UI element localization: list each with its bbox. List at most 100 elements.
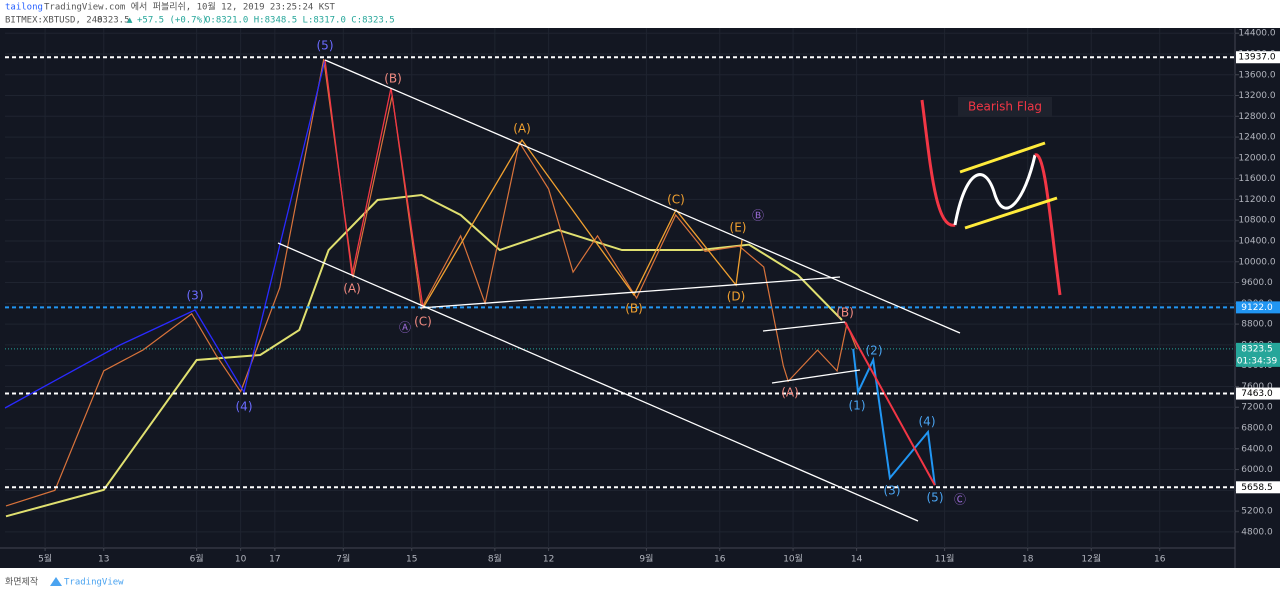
up-arrow: ▲ [127, 16, 133, 26]
x-tick-label: 13 [98, 555, 109, 565]
level-label: 5658.5 [1241, 483, 1273, 493]
y-tick-label: 13200.0 [1238, 91, 1275, 101]
impulse-wave [4, 59, 326, 409]
level-tag [1236, 301, 1280, 314]
annotation: (4) [919, 415, 936, 429]
y-tick-label: 6800.0 [1241, 424, 1273, 434]
annotation: (5) [317, 39, 334, 53]
x-tick-label: 12 [543, 555, 554, 565]
x-tick-label: 17 [269, 555, 280, 565]
flag-icon-upper [959, 141, 1046, 174]
triangle-wave [422, 138, 743, 309]
ohlc: O:8321.0 H:8348.5 L:8317.0 C:8323.5 [205, 16, 395, 26]
x-tick-label: 11월 [935, 553, 955, 565]
level-label: 7463.0 [1241, 389, 1273, 399]
y-tick-label: 6400.0 [1241, 444, 1273, 454]
x-tick-label: 8월 [488, 553, 502, 565]
flag-icon-drop [1034, 153, 1062, 296]
annotation: (C) [414, 315, 432, 329]
x-tick-label: 6월 [190, 553, 204, 565]
annotation: (1) [849, 399, 866, 413]
annotation: (3) [884, 484, 901, 498]
y-tick-label: 11600.0 [1238, 174, 1275, 184]
y-tick-label: 10800.0 [1238, 216, 1275, 226]
price-label: 8323.5 [1241, 344, 1273, 354]
level-label: 13937.0 [1238, 53, 1275, 63]
x-tick-label: 18 [1022, 555, 1034, 565]
y-tick-label: 12800.0 [1238, 112, 1275, 122]
y-tick-label: 12000.0 [1238, 153, 1275, 163]
annotation: (A) [513, 122, 531, 136]
series-line [852, 348, 936, 486]
annotation: Ⓒ [954, 493, 966, 507]
triangle-lower [419, 276, 841, 309]
y-tick-label: 5200.0 [1241, 507, 1273, 517]
title: TradingView.com 에서 퍼블리쉬, 10월 12, 2019 23… [44, 1, 336, 13]
y-tick-label: 7600.0 [1241, 382, 1273, 392]
y-tick-label: 11200.0 [1238, 195, 1275, 205]
flag-upper [762, 321, 846, 332]
x-tick-label: 5월 [38, 553, 52, 565]
x-tick-label: 15 [406, 555, 417, 565]
y-tick-label: 13600.0 [1238, 70, 1275, 80]
annotation: Ⓐ [399, 321, 411, 335]
flag-lower [771, 369, 861, 384]
flag-icon-pole [920, 99, 956, 227]
x-tick-label: 9월 [639, 553, 653, 565]
y-tick-label: 9600.0 [1241, 278, 1273, 288]
abc-wave [324, 59, 424, 309]
flag-icon-wave [953, 154, 1037, 226]
annotation: (B) [836, 306, 854, 320]
x-tick-label: 10월 [783, 553, 803, 565]
price-tag [1236, 342, 1280, 367]
y-tick-label: 4800.0 [1241, 527, 1273, 537]
channel-upper [324, 59, 961, 334]
annotation: (C) [667, 193, 685, 207]
level-tag [1236, 387, 1280, 400]
x-tick-label: 7월 [336, 553, 350, 565]
series-line [5, 193, 843, 518]
annotation: Bearish Flag [968, 100, 1042, 114]
annotation: (D) [727, 290, 746, 304]
y-tick-label: 10000.0 [1238, 257, 1275, 267]
annotation: (A) [781, 386, 799, 400]
countdown: 01:34:39 [1237, 356, 1278, 366]
drawings [4, 59, 1062, 522]
annotation: (B) [625, 302, 643, 316]
y-tick-label: 8800.0 [1241, 320, 1273, 330]
last-price: 8323.5 [97, 16, 130, 26]
flag-icon-lower [964, 196, 1058, 230]
annotation: (5) [927, 491, 944, 505]
change: +57.5 (+0.7%) [137, 16, 207, 26]
brand: TradingView [64, 578, 124, 588]
x-tick-label: 12월 [1081, 553, 1101, 565]
annotation: (A) [343, 282, 361, 296]
annotation-box [958, 97, 1052, 117]
series-line [844, 321, 936, 486]
x-tick-label: 16 [1154, 555, 1166, 565]
annotation: Ⓑ [752, 209, 764, 223]
annotation: (3) [187, 289, 204, 303]
y-tick-label: 7200.0 [1241, 403, 1273, 413]
y-tick-label: 6000.0 [1241, 465, 1273, 475]
x-tick-label: 16 [714, 555, 726, 565]
x-tick-label: 14 [851, 555, 863, 565]
y-tick-label: 12400.0 [1238, 133, 1275, 143]
level-tag [1236, 481, 1280, 494]
author: tailong [5, 3, 43, 13]
series-line [5, 59, 858, 507]
footer: 화면제작 [5, 577, 38, 588]
channel-lower [277, 242, 919, 522]
annotation: (2) [866, 344, 883, 358]
annotation: (B) [384, 72, 402, 86]
level-tag [1236, 51, 1280, 64]
level-label: 9122.0 [1241, 303, 1273, 313]
y-tick-label: 14400.0 [1238, 29, 1275, 39]
x-tick-label: 10 [235, 555, 247, 565]
chart-background [0, 28, 1280, 568]
brand-logo [50, 577, 62, 586]
y-tick-label: 10400.0 [1238, 236, 1275, 246]
annotation: (4) [236, 400, 253, 414]
annotation: (E) [730, 221, 747, 235]
